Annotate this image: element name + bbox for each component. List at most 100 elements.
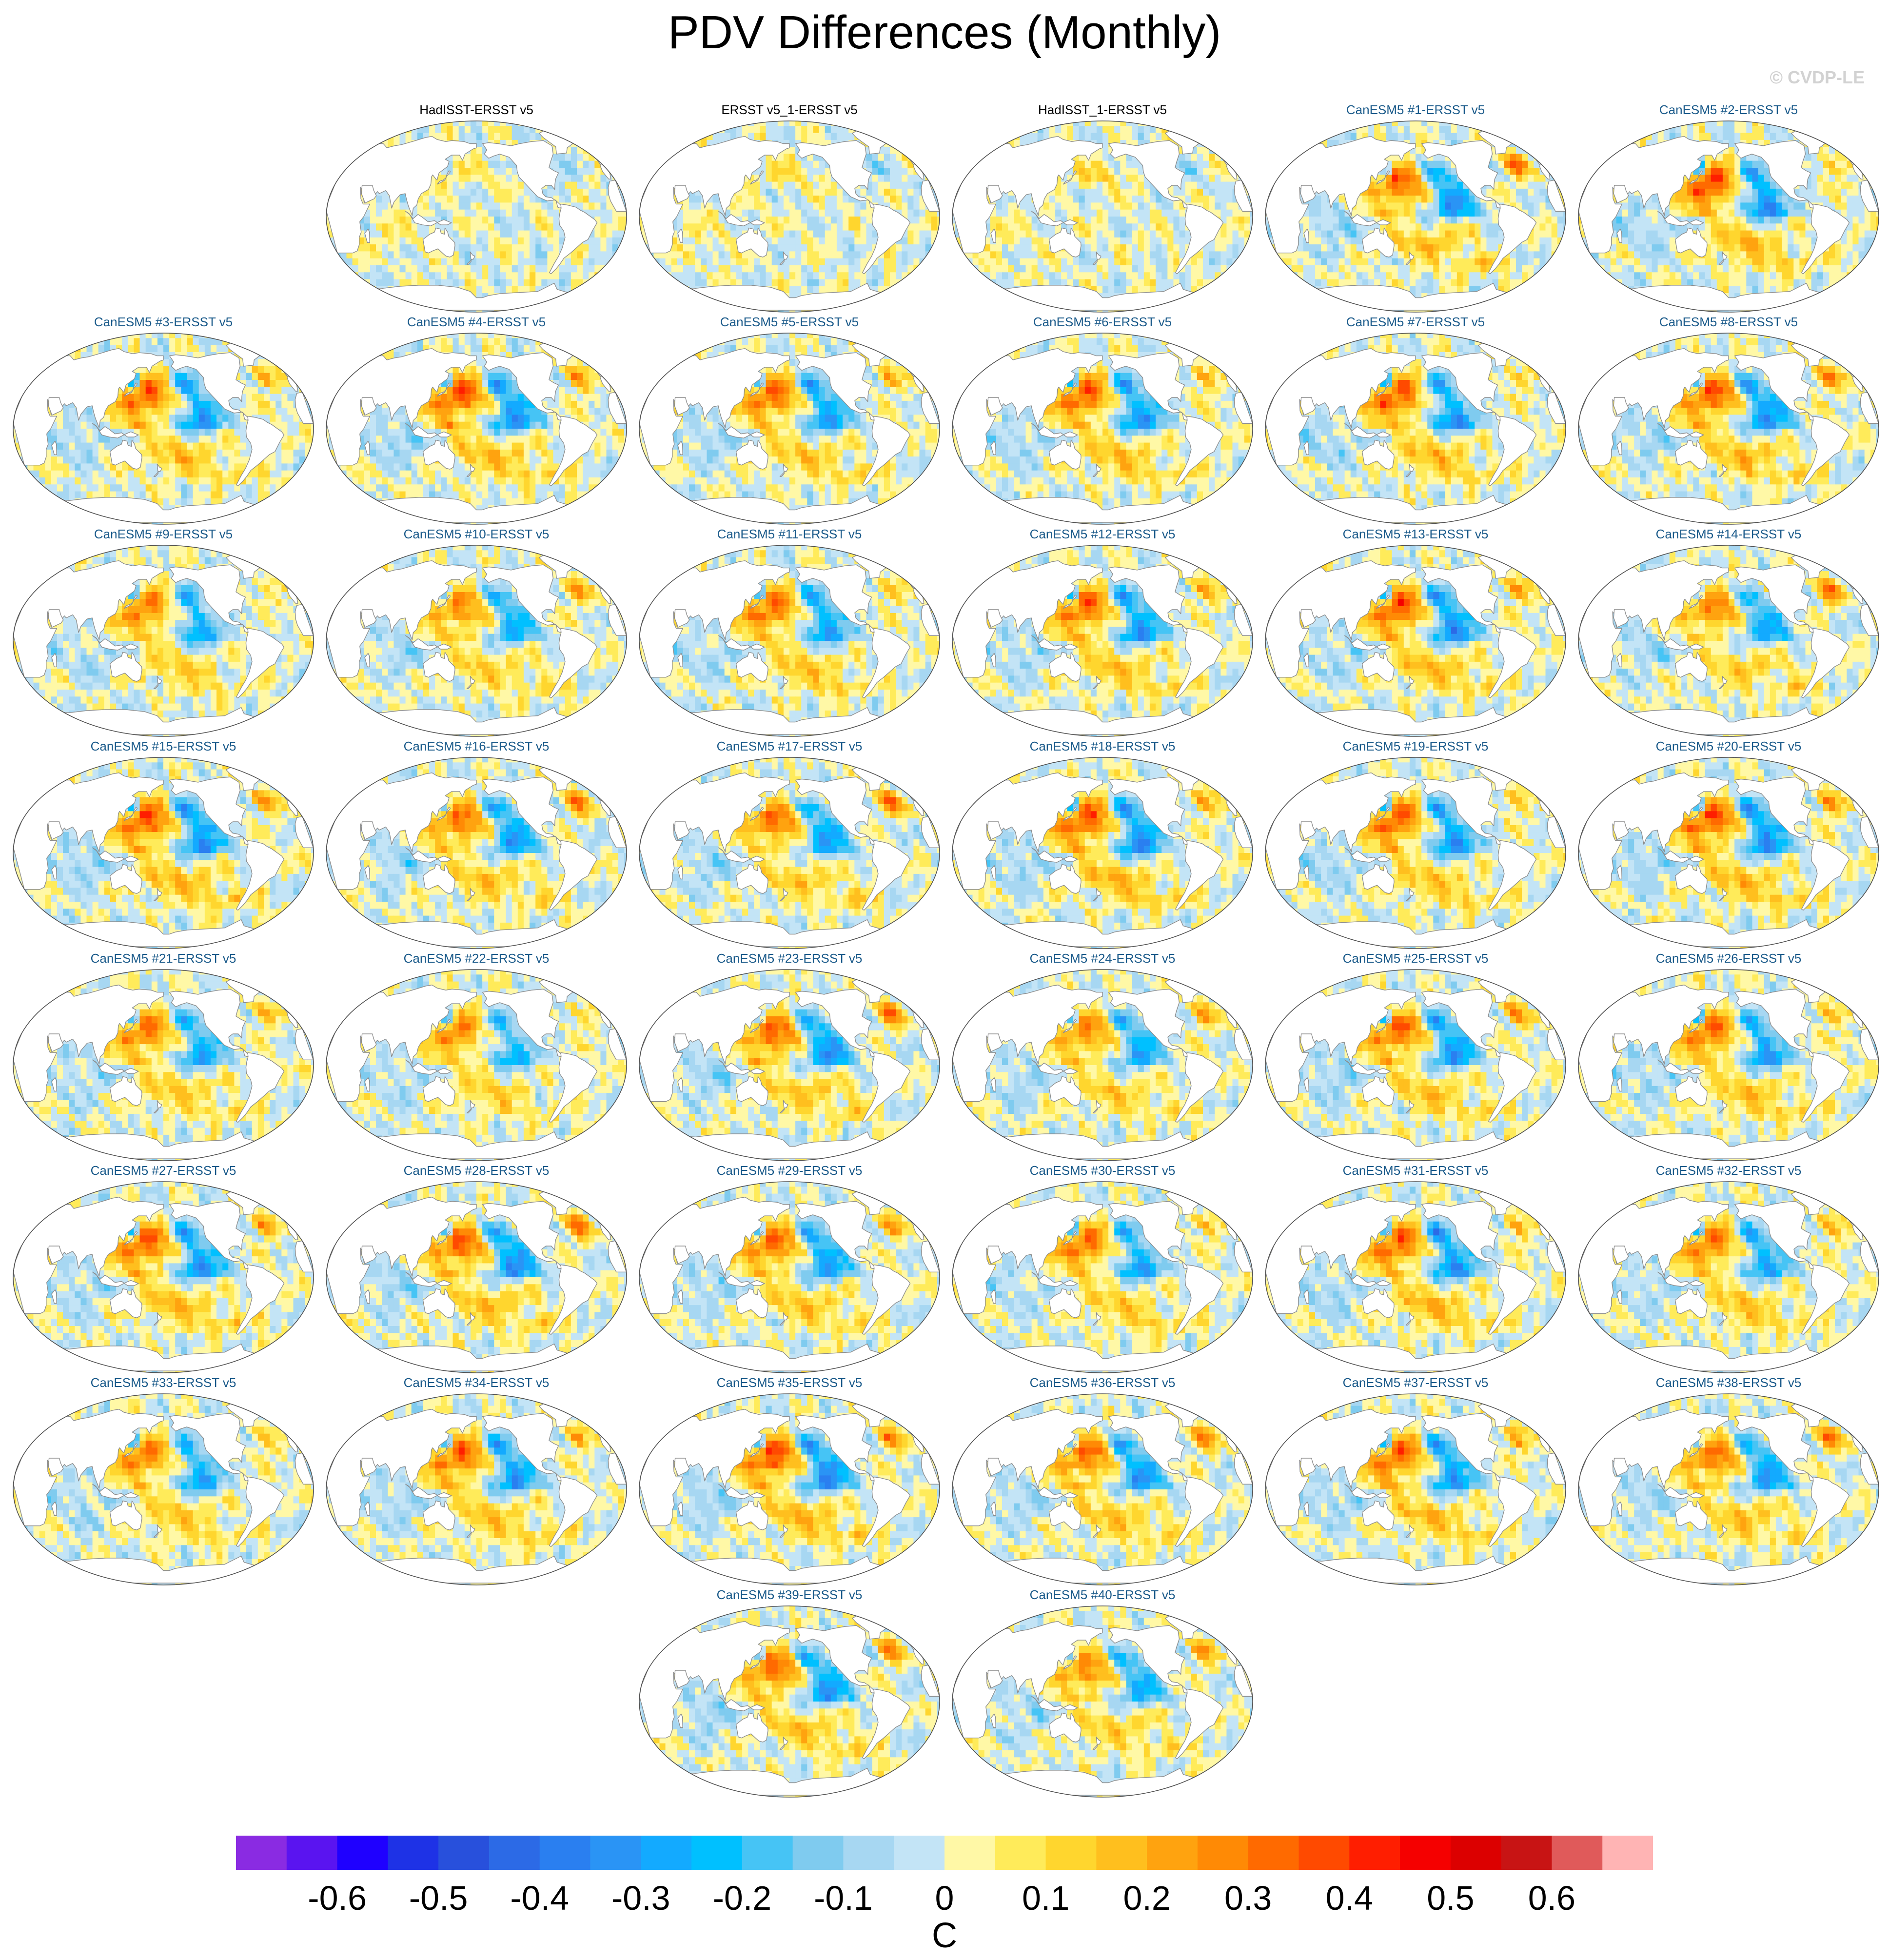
sst-cell <box>766 189 772 196</box>
sst-cell <box>553 244 560 252</box>
sst-cell <box>1279 147 1286 154</box>
sst-cell <box>1528 189 1534 196</box>
sst-cell <box>1102 154 1109 161</box>
sst-cell <box>1167 210 1174 217</box>
sst-cell <box>1161 202 1168 210</box>
sst-cell <box>955 140 961 147</box>
sst-cell <box>524 189 530 196</box>
sst-cell <box>890 272 896 279</box>
sst-cell <box>725 272 731 279</box>
sst-cell <box>707 265 713 273</box>
sst-cell <box>453 258 459 266</box>
sst-cell <box>949 251 955 258</box>
sst-cell <box>400 279 406 287</box>
sst-cell <box>1091 223 1097 231</box>
sst-cell <box>600 182 607 189</box>
sst-cell <box>683 272 689 279</box>
sst-cell <box>966 140 973 147</box>
sst-cell <box>535 202 542 210</box>
sst-cell <box>813 189 820 196</box>
sst-cell <box>347 154 353 161</box>
sst-cell <box>984 300 991 307</box>
sst-cell <box>795 223 802 231</box>
sst-cell <box>370 126 376 133</box>
sst-cell <box>1244 307 1251 314</box>
sst-cell <box>423 272 430 279</box>
sst-cell <box>506 189 512 196</box>
sst-cell <box>819 223 826 231</box>
sst-cell <box>471 238 477 245</box>
sst-cell <box>955 126 961 133</box>
sst-cell <box>1510 189 1516 196</box>
sst-cell <box>1279 133 1286 140</box>
sst-cell <box>441 133 447 140</box>
sst-cell <box>1557 140 1564 147</box>
sst-cell <box>1150 210 1156 217</box>
sst-cell <box>913 307 920 314</box>
sst-cell <box>1079 168 1085 175</box>
sst-cell <box>506 182 512 189</box>
sst-cell <box>642 265 648 273</box>
sst-cell <box>1085 251 1091 258</box>
sst-cell <box>979 286 985 294</box>
sst-cell <box>772 244 778 252</box>
sst-cell <box>624 279 630 287</box>
sst-cell <box>848 244 855 252</box>
sst-cell <box>843 258 849 266</box>
sst-cell <box>447 279 453 287</box>
sst-cell <box>677 272 684 279</box>
sst-cell <box>902 251 908 258</box>
sst-cell <box>1102 196 1109 203</box>
sst-cell <box>1534 126 1540 133</box>
sst-cell <box>1333 126 1339 133</box>
sst-cell <box>642 293 648 300</box>
sst-cell <box>1493 126 1499 133</box>
sst-cell <box>1220 251 1227 258</box>
sst-cell <box>1049 119 1056 126</box>
sst-cell <box>453 175 459 182</box>
sst-cell <box>1239 279 1245 287</box>
sst-cell <box>1008 251 1014 258</box>
sst-cell <box>973 258 979 266</box>
sst-cell <box>394 279 400 287</box>
sst-cell <box>624 307 630 314</box>
sst-cell <box>1079 210 1085 217</box>
sst-cell <box>920 217 926 224</box>
sst-cell <box>441 272 447 279</box>
sst-cell <box>1161 238 1168 245</box>
sst-cell <box>784 272 790 279</box>
sst-cell <box>831 265 837 273</box>
sst-cell <box>872 265 879 273</box>
sst-cell <box>848 231 855 238</box>
sst-cell <box>1244 286 1251 294</box>
sst-cell <box>476 154 483 161</box>
sst-cell <box>1215 168 1221 175</box>
sst-cell <box>624 293 630 300</box>
sst-cell <box>459 217 465 224</box>
sst-cell <box>535 251 542 258</box>
sst-cell <box>1014 231 1020 238</box>
sst-cell <box>961 133 967 140</box>
sst-cell <box>370 231 376 238</box>
sst-cell <box>471 182 477 189</box>
sst-cell <box>642 175 648 182</box>
sst-cell <box>1226 223 1233 231</box>
sst-cell <box>376 279 382 287</box>
sst-cell <box>1097 168 1103 175</box>
sst-cell <box>476 251 483 258</box>
sst-cell <box>677 133 684 140</box>
sst-cell <box>1108 238 1115 245</box>
sst-cell <box>323 258 329 266</box>
sst-cell <box>535 244 542 252</box>
sst-cell <box>1102 202 1109 210</box>
sst-cell <box>612 265 619 273</box>
sst-cell <box>1546 147 1552 154</box>
sst-cell <box>1220 307 1227 314</box>
sst-cell <box>772 238 778 245</box>
sst-cell <box>607 154 613 161</box>
sst-cell <box>1274 168 1280 175</box>
sst-cell <box>1079 196 1085 203</box>
sst-cell <box>607 119 613 126</box>
sst-cell <box>1138 126 1144 133</box>
sst-cell <box>807 119 813 126</box>
